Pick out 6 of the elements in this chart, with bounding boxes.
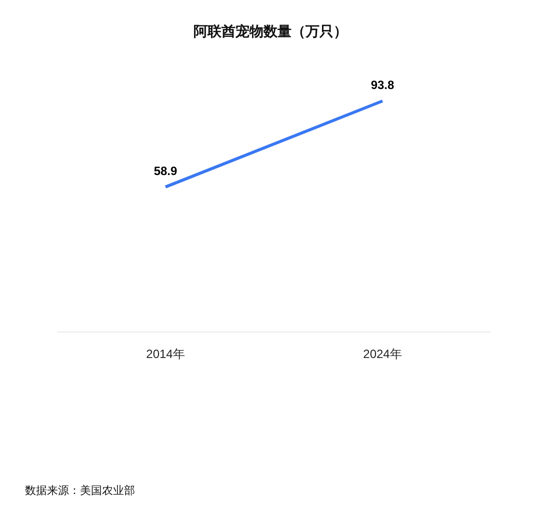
data-label: 58.9 [154,164,178,178]
source-note: 数据来源：美国农业部 [25,484,135,497]
chart-title: 阿联酋宠物数量（万只） [194,23,348,39]
x-tick-label: 2024年 [363,347,402,361]
x-tick-label: 2014年 [146,347,185,361]
data-label: 93.8 [370,78,394,92]
